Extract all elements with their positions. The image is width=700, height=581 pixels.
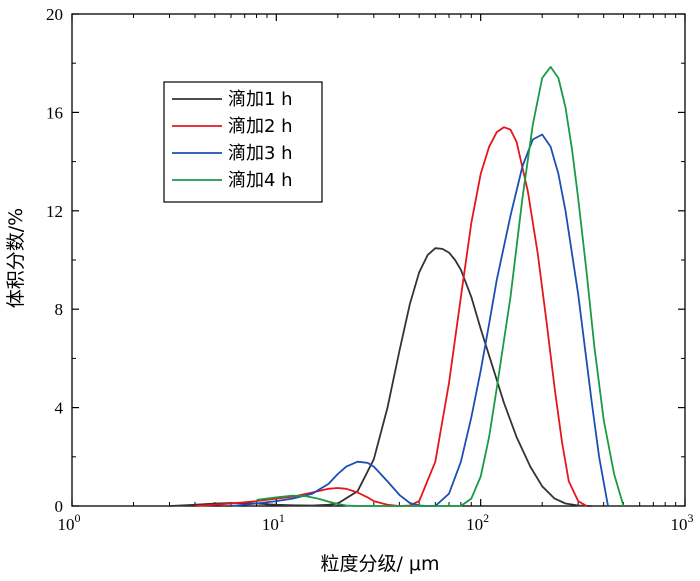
x-tick-label: 103 bbox=[671, 511, 694, 534]
series-layer bbox=[169, 66, 625, 507]
legend-label-3: 滴加3 h bbox=[228, 143, 293, 164]
series-line-1 bbox=[169, 247, 592, 507]
legend-label-4: 滴加4 h bbox=[228, 170, 293, 191]
legend-label-1: 滴加1 h bbox=[228, 89, 293, 110]
x-tick-label: 102 bbox=[466, 511, 489, 534]
series-line-4 bbox=[256, 66, 625, 507]
legend: 滴加1 h 滴加2 h 滴加3 h 滴加4 h bbox=[163, 81, 323, 203]
y-tick-label: 12 bbox=[46, 202, 63, 221]
y-tick-label: 20 bbox=[46, 5, 63, 24]
axes-layer: 100 101 102 103 0 4 8 12 16 20 bbox=[46, 5, 694, 534]
legend-box bbox=[163, 81, 323, 203]
y-tick-label: 16 bbox=[46, 103, 63, 122]
legend-label-2: 滴加2 h bbox=[228, 116, 293, 137]
y-tick-label: 0 bbox=[55, 497, 64, 516]
y-tick-label: 8 bbox=[55, 300, 64, 319]
x-tick-label: 100 bbox=[58, 511, 81, 534]
series-line-3 bbox=[230, 133, 609, 507]
x-axis-title: 粒度分级/ μm bbox=[320, 553, 439, 575]
series-line-2 bbox=[194, 126, 588, 507]
y-axis-title: 体积分数/% bbox=[5, 208, 27, 308]
x-tick-label: 101 bbox=[262, 511, 285, 534]
y-tick-label: 4 bbox=[55, 399, 64, 418]
